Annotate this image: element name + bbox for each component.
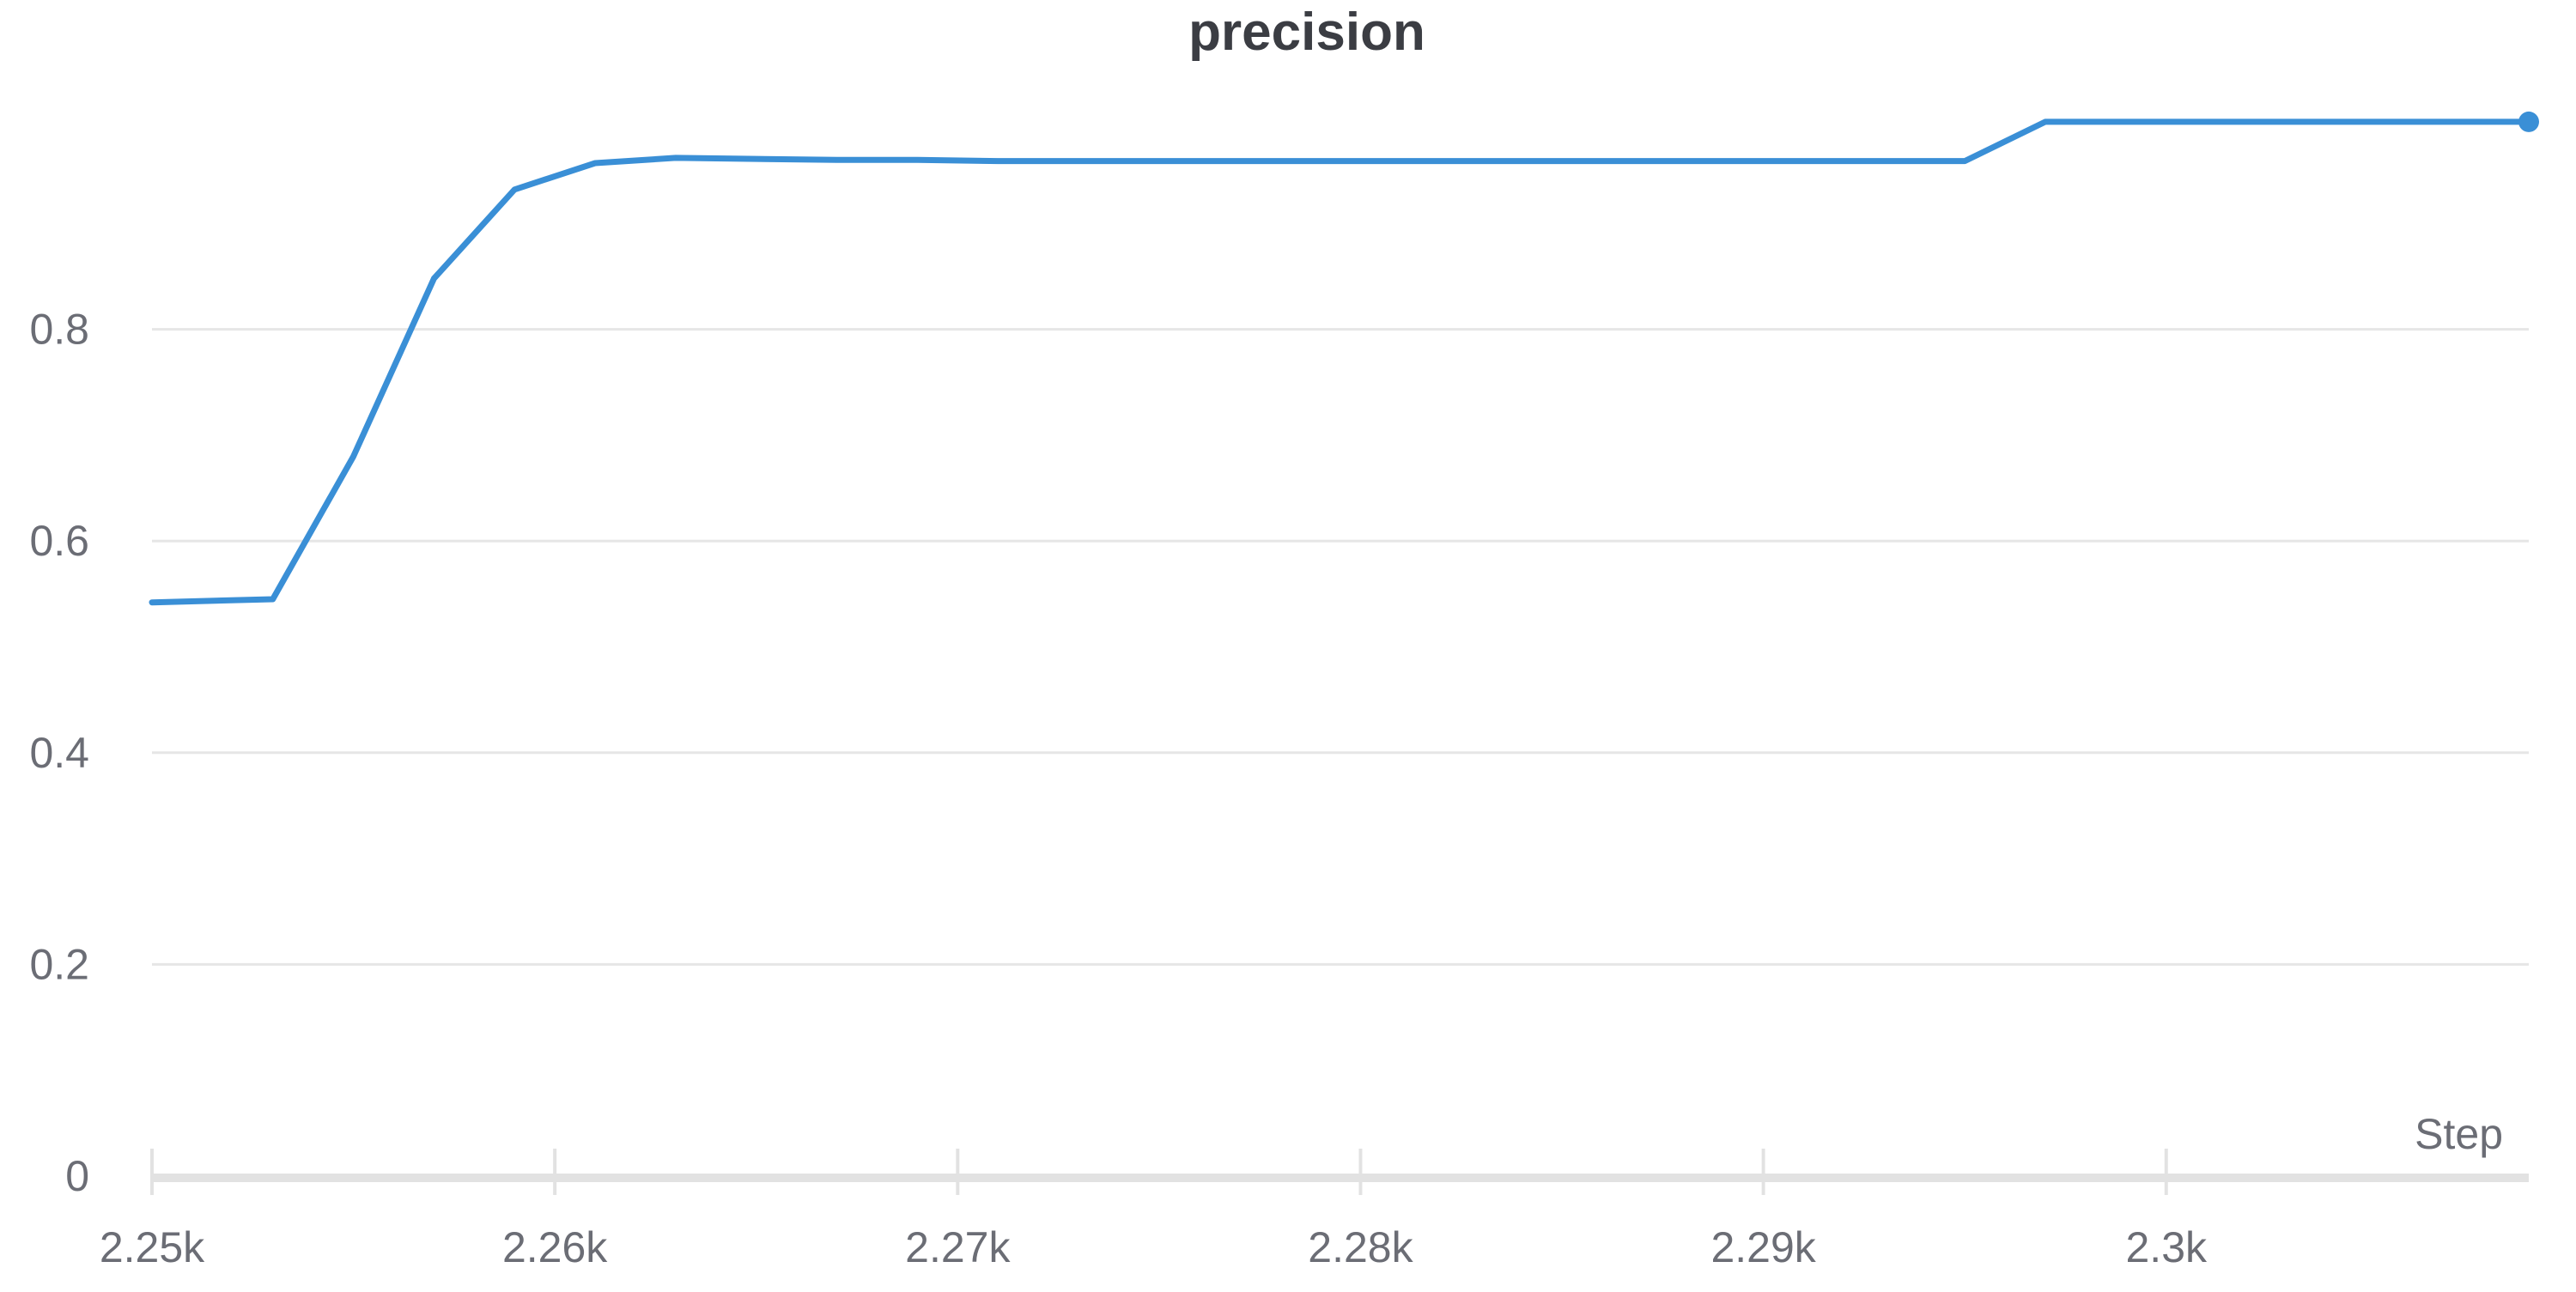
x-tick-label: 2.26k (502, 1223, 608, 1271)
y-tick-label: 0.4 (29, 729, 89, 777)
series-layer (149, 111, 2539, 606)
last-point-marker[interactable] (2518, 111, 2539, 132)
y-tick-label: 0.8 (29, 306, 89, 354)
y-tick-label: 0.2 (29, 940, 89, 988)
y-axis-ticks: 0 0.2 0.4 0.6 0.8 (29, 306, 89, 1200)
chart-title: precision (1188, 3, 1425, 62)
x-tick-label: 2.27k (905, 1223, 1011, 1271)
x-tick-label: 2.29k (1710, 1223, 1816, 1271)
y-tick-label: 0 (65, 1152, 89, 1200)
y-tick-label: 0.6 (29, 517, 89, 565)
x-tick-label: 2.25k (100, 1223, 205, 1271)
x-axis-label: Step (2415, 1110, 2503, 1158)
x-tick-label: 2.3k (2126, 1223, 2208, 1271)
x-axis-ticks: 2.25k 2.26k 2.27k 2.28k 2.29k 2.3k (100, 1149, 2208, 1271)
precision-series-line (149, 118, 2532, 606)
x-tick-label: 2.28k (1308, 1223, 1413, 1271)
gridlines (152, 328, 2529, 966)
